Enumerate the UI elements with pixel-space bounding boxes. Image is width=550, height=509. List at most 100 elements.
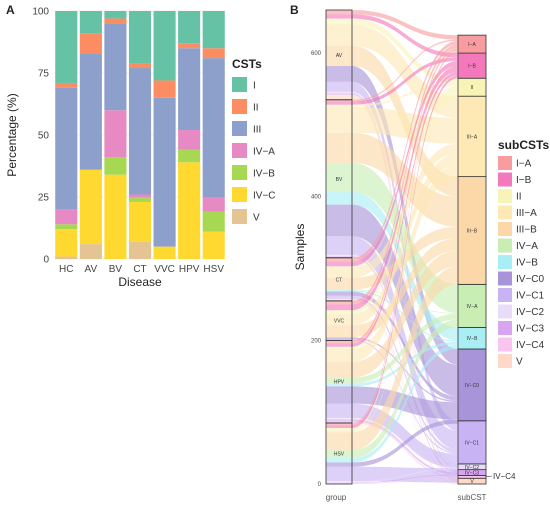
y-axis-title: Percentage (%) <box>5 93 19 176</box>
legend-swatch-v <box>232 209 247 224</box>
flow-vvc-to-iv-c0 <box>352 337 458 403</box>
subcst-legend-swatch-v <box>498 354 512 368</box>
flow-hsv-to-iv-a <box>352 319 458 459</box>
group-band-bv-iv-c0 <box>326 204 352 237</box>
bar-bv-iv-c <box>104 174 127 259</box>
alluvial-flows <box>326 10 458 485</box>
group-band-hpv-iv-c0 <box>326 386 352 404</box>
group-band-hpv-iii-b <box>326 361 352 378</box>
flow-bv-to-iv-c1 <box>352 236 458 450</box>
y-tick-25: 25 <box>38 193 50 204</box>
group-band-ct-iv-a <box>326 289 352 291</box>
x-tick-hc: HC <box>59 264 73 275</box>
flow-hpv-to-iv-c3 <box>352 419 458 475</box>
flow-hsv-to-iv-c4 <box>352 477 458 484</box>
bar-ct-iii <box>128 68 152 195</box>
subcst-legend-label-iv-c1: IV−C1 <box>516 291 545 302</box>
legend-label-iv-a: IV−A <box>253 147 275 158</box>
group-band-av-i-a <box>326 10 352 15</box>
bar-bv-ii <box>104 18 127 24</box>
flow-hpv-to-i-a <box>352 48 458 344</box>
group-label-vvc: VVC <box>334 319 345 325</box>
subcst-callout-line-iv-c4 <box>485 475 493 478</box>
flow-bv-to-iii-b <box>352 132 458 227</box>
subcst-legend-label-ii: II <box>516 192 522 203</box>
bar-hpv-iv-b <box>178 149 201 163</box>
bar-hpv-iv-c <box>178 162 201 259</box>
samples-axis-title: Samples <box>293 224 307 271</box>
legend-label-i: I <box>253 81 256 92</box>
flow-hsv-to-iv-c3 <box>352 474 458 484</box>
y-tick-0: 0 <box>43 255 49 266</box>
flow-ct-to-ii <box>352 86 458 268</box>
y-tick-50: 50 <box>38 131 50 142</box>
stacked-bar-chart <box>55 11 225 259</box>
subcst-stratum-i-a <box>457 34 487 54</box>
group-band-av-iv-c2 <box>326 91 352 94</box>
subcst-stratum-iv-a <box>457 283 487 328</box>
flow-bv-to-i-a <box>352 39 458 102</box>
group-axis-label: group <box>326 493 347 502</box>
group-band-hpv-iv-c2 <box>326 417 352 420</box>
subcst-label-ii: II <box>471 85 474 91</box>
flow-vvc-to-i-a <box>352 44 458 305</box>
samples-tick-200: 200 <box>311 338 322 344</box>
bar-ct-iv-a <box>128 194 152 197</box>
group-label-hsv: HSV <box>334 451 345 457</box>
group-band-ct-i-b <box>326 261 352 267</box>
flow-ct-to-i-a <box>352 40 458 262</box>
group-band-vvc-iii-a <box>326 313 352 326</box>
subcst-stratum-iv-c1 <box>457 420 487 465</box>
group-band-hsv-iii-a <box>326 430 352 433</box>
group-band-hpv-iv-a <box>326 377 352 384</box>
group-band-av-i-b <box>326 14 352 19</box>
group-stratum-av <box>325 9 353 101</box>
y-tick-100: 100 <box>32 7 49 18</box>
subcst-legend-label-iv-c0: IV−C0 <box>516 274 545 285</box>
legend-label-ii: II <box>253 103 259 114</box>
legend-swatch-i <box>232 77 247 92</box>
bar-vvc-iv-c <box>153 246 176 259</box>
group-band-hsv-i-b <box>326 425 352 428</box>
subcst-legend-label-i-a: I−A <box>516 159 532 170</box>
x-axis-ticks: HC AV BV CT VVC HPV HSV <box>59 264 224 275</box>
group-band-ct-v <box>326 299 352 301</box>
x-tick-vvc: VVC <box>154 264 175 275</box>
subcst-legend-label-v: V <box>516 357 523 368</box>
flow-hsv-to-iv-b <box>352 344 458 463</box>
samples-axis-ticks: 0 200 400 600 <box>311 51 322 488</box>
bar-hc-ii <box>55 82 78 88</box>
group-band-av-iii-b <box>326 45 352 67</box>
group-band-vvc-iv-c0 <box>326 337 352 339</box>
group-band-bv-ii <box>326 104 352 107</box>
x-tick-bv: BV <box>109 264 123 275</box>
group-band-av-iii-a <box>326 24 352 46</box>
flow-av-to-i-b <box>352 14 458 58</box>
subcst-label-iv-c1: IV−C1 <box>465 440 479 446</box>
subcst-legend-swatch-iv-c3 <box>498 321 512 335</box>
group-band-av-iv-c1 <box>326 81 352 92</box>
bar-bv-iii <box>104 23 127 111</box>
flow-hsv-to-iii-a <box>352 178 458 433</box>
subcst-legend-title: subCSTs <box>498 138 549 152</box>
bar-hc-iv-b <box>55 224 78 230</box>
subcst-legend-label-iv-c2: IV−C2 <box>516 307 545 318</box>
group-band-ct-iii-b <box>326 277 352 290</box>
subcst-label-i-a: I−A <box>468 42 476 48</box>
flow-vvc-to-iii-a <box>352 153 458 326</box>
flow-hpv-to-iii-b <box>352 250 458 378</box>
group-band-bv-iv-c2 <box>326 254 352 257</box>
legend-label-v: V <box>253 213 260 224</box>
bar-hsv-ii <box>202 48 225 59</box>
x-tick-av: AV <box>85 264 98 275</box>
group-band-bv-iii-a <box>326 106 352 133</box>
flow-hpv-to-i-b <box>352 71 458 347</box>
subcst-stratum-iii-b <box>457 176 487 285</box>
group-band-vvc-iv-c1 <box>326 338 352 341</box>
bar-hc-i <box>55 11 78 83</box>
subcst-label-iv-a: IV−A <box>467 304 479 310</box>
subcst-legend-label-iv-c4: IV−C4 <box>516 340 545 351</box>
